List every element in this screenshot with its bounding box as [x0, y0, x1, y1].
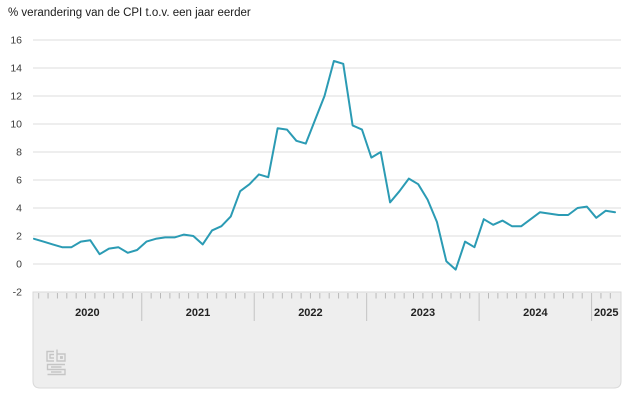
- y-axis-tick-label: 2: [16, 231, 22, 243]
- y-axis-tick-label: 4: [16, 203, 22, 215]
- x-axis-year-label: 2025: [594, 307, 618, 319]
- y-axis-tick-label: 6: [16, 175, 22, 187]
- y-axis-tick-label: -2: [13, 287, 22, 299]
- x-axis-band: [32, 291, 622, 389]
- cbs-logo-letter-c: [46, 350, 54, 362]
- chart-canvas: 16 14 12 10 8 6 4 2 0 -2 2020 2021 2022 2023 2024 2025: [10, 35, 622, 389]
- x-axis-year-label: 2021: [186, 307, 210, 319]
- y-axis-tick-label: 14: [10, 63, 22, 75]
- x-axis-year-label: 2020: [75, 307, 99, 319]
- cbs-logo: [46, 349, 66, 376]
- x-axis-year-label: 2024: [523, 307, 548, 319]
- cpi-series-line[interactable]: [33, 60, 616, 271]
- y-axis-tick-label: 0: [16, 259, 22, 271]
- y-axis-tick-label: 8: [16, 147, 22, 159]
- cbs-logo-letter-s: [46, 363, 66, 376]
- y-axis-tick-label: 16: [10, 35, 22, 47]
- y-axis-tick-label: 10: [10, 119, 22, 131]
- x-axis-year-label: 2022: [298, 307, 322, 319]
- cbs-logo-letter-b: [56, 349, 66, 362]
- y-axis-tick-label: 12: [10, 91, 22, 103]
- x-axis-year-label: 2023: [411, 307, 435, 319]
- chart-title: % verandering van de CPI t.o.v. een jaar…: [8, 7, 251, 19]
